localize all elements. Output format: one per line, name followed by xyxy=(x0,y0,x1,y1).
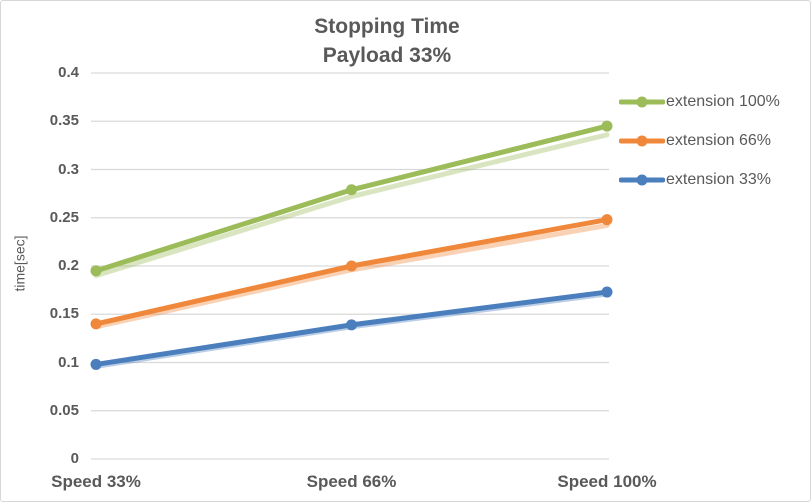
chart-title-line1: Stopping Time xyxy=(314,15,460,38)
y-tick-label: 0 xyxy=(70,450,79,467)
series-ghost-line xyxy=(93,222,610,330)
legend: extension 100% extension 66% extension 33% xyxy=(619,82,780,199)
y-axis-ticks: 0 0.05 0.1 0.15 0.2 0.25 0.3 0.35 0.4 xyxy=(1,1,79,501)
x-axis-label: Speed 66% xyxy=(306,472,397,491)
y-tick-label: 0.15 xyxy=(49,305,79,323)
legend-label: extension 100% xyxy=(666,92,780,110)
chart-title-line2: Payload 33% xyxy=(322,44,452,67)
data-point-marker xyxy=(346,319,357,331)
data-point-marker xyxy=(601,120,613,132)
y-tick-label: 0.3 xyxy=(58,160,79,178)
legend-marker-icon xyxy=(619,96,665,107)
legend-label: extension 33% xyxy=(666,170,771,188)
y-tick-label: 0.25 xyxy=(49,208,79,226)
data-point-marker xyxy=(601,214,613,226)
legend-item: extension 33% xyxy=(619,160,780,199)
data-point-marker xyxy=(90,358,102,370)
legend-label: extension 66% xyxy=(666,131,771,149)
series-ghost-line xyxy=(93,132,610,279)
y-tick-label: 0.35 xyxy=(49,112,79,130)
chart-title: Stopping Time Payload 33% xyxy=(1,12,773,70)
x-axis-label: Speed 33% xyxy=(51,472,141,491)
y-tick-label: 0.05 xyxy=(49,401,79,419)
y-tick-label: 0.1 xyxy=(58,353,79,371)
y-tick-label: 0.2 xyxy=(58,257,79,274)
data-point-marker xyxy=(346,260,357,272)
legend-marker-icon xyxy=(619,174,665,185)
data-point-marker xyxy=(90,265,102,277)
data-point-marker xyxy=(346,184,357,196)
y-tick-label: 0.4 xyxy=(58,64,79,81)
x-axis-label: Speed 100% xyxy=(557,472,657,491)
x-axis-labels: Speed 33% Speed 66% Speed 100% xyxy=(1,470,810,498)
legend-marker-icon xyxy=(619,135,665,146)
data-point-marker xyxy=(601,286,613,298)
data-point-marker xyxy=(90,318,102,330)
legend-item: extension 66% xyxy=(619,121,780,160)
legend-item: extension 100% xyxy=(619,82,780,121)
